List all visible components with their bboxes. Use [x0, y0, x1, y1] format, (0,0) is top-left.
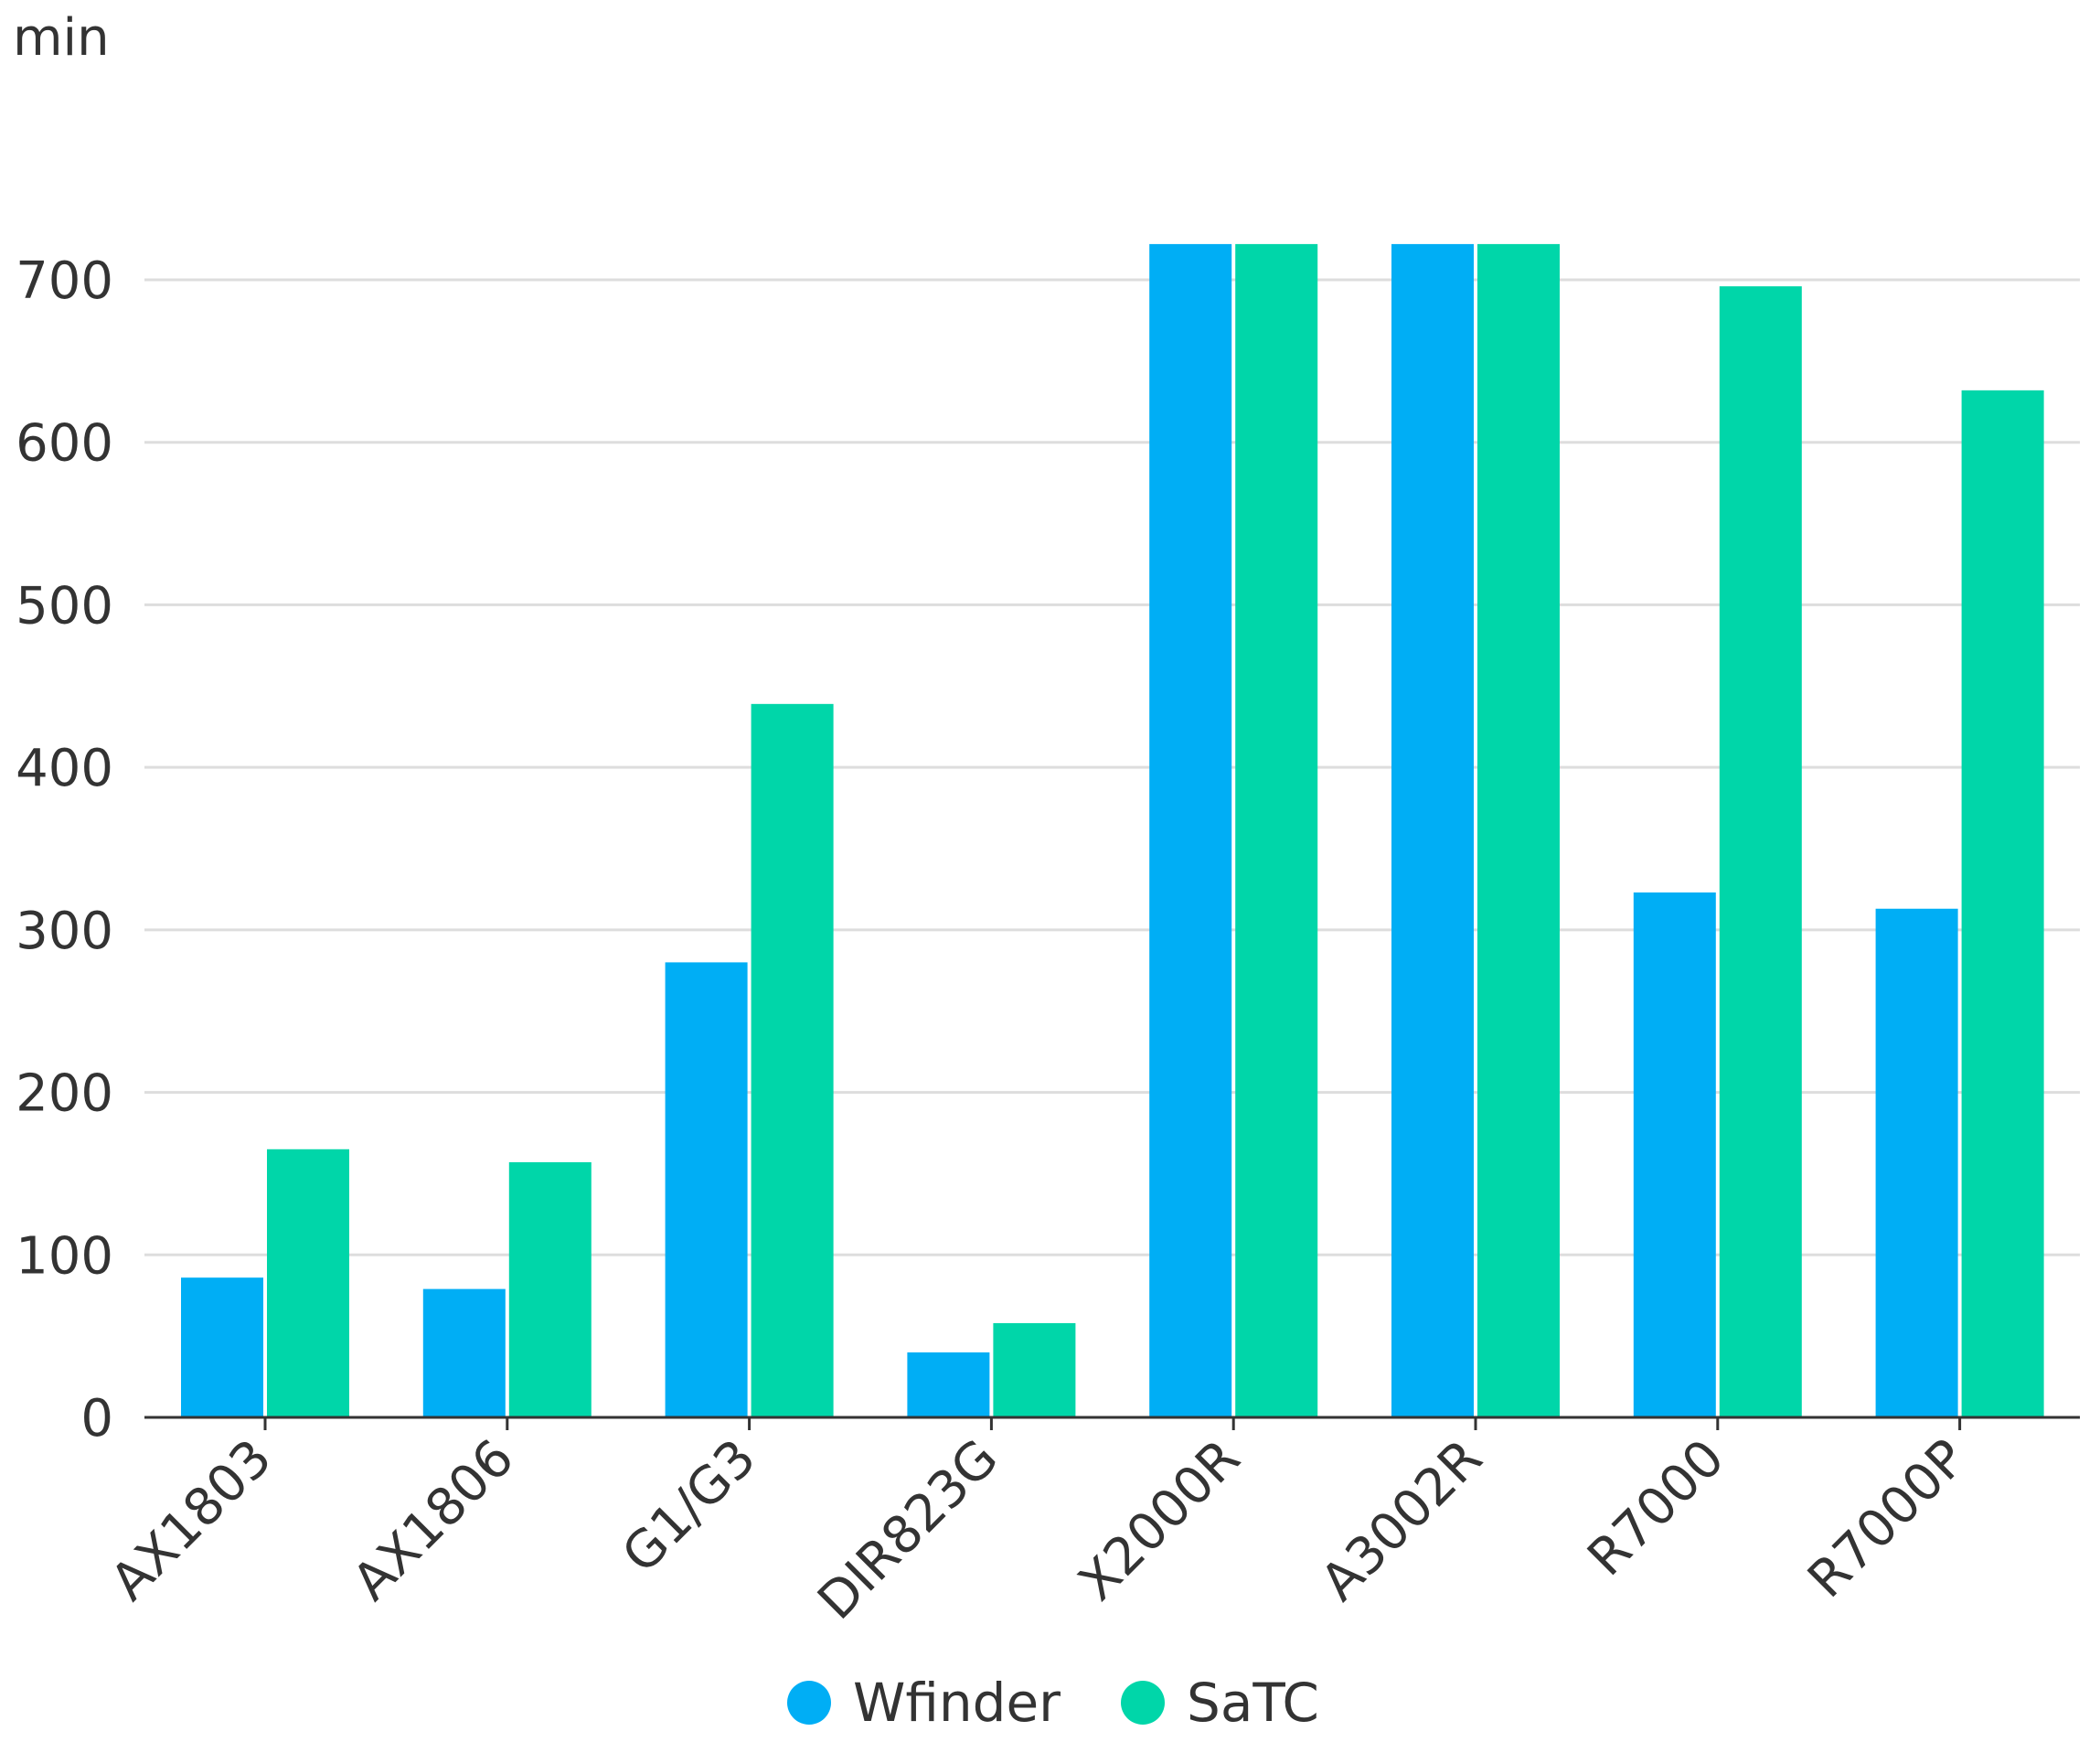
bar-wfinder-r7000: [1633, 892, 1716, 1417]
bar-satc-ax1803: [267, 1149, 349, 1417]
x-axis-tick-labels: AX1803 AX1806 G1/G3 DIR823G X2000R A3002R R700…: [100, 1428, 1978, 1631]
bar-satc-r7000p: [1961, 390, 2044, 1417]
x-tick-label: A3002R: [1310, 1428, 1494, 1612]
x-tick-label: R7000: [1576, 1428, 1735, 1587]
bar-wfinder-g1g3: [665, 962, 748, 1417]
gridlines: [144, 278, 2080, 1256]
y-axis-tick-labels: 0 100 200 300 400 500 600 700: [16, 251, 113, 1448]
bar-satc-g1g3: [751, 703, 834, 1417]
y-tick-label: 200: [16, 1064, 113, 1124]
x-tick-label: DIR823G: [806, 1428, 1009, 1631]
bar-wfinder-x2000r: [1149, 243, 1232, 1418]
bar-satc-r7000: [1719, 286, 1802, 1417]
bar-wfinder-dir823g: [907, 1352, 990, 1417]
legend-label-satc: SaTC: [1187, 1672, 1319, 1734]
y-tick-label: 700: [16, 251, 113, 311]
x-tick-label: G1/G3: [611, 1428, 767, 1585]
legend: Wfinder SaTC: [787, 1672, 1319, 1734]
y-tick-label: 400: [16, 739, 113, 798]
x-tick-label: X2000R: [1068, 1428, 1252, 1612]
bar-wfinder-ax1803: [181, 1277, 263, 1417]
bars: [181, 243, 2044, 1418]
bar-satc-a3002r: [1477, 243, 1560, 1418]
y-tick-label: 300: [16, 902, 113, 961]
bar-wfinder-r7000p: [1875, 908, 1958, 1417]
bar-wfinder-a3002r: [1391, 243, 1474, 1418]
bar-wfinder-ax1806: [422, 1288, 506, 1417]
legend-marker-satc: [1121, 1681, 1165, 1725]
bar-satc-ax1806: [508, 1161, 592, 1417]
bar-satc-dir823g: [993, 1322, 1076, 1417]
y-axis-unit-label: min: [13, 8, 110, 68]
bar-satc-x2000r: [1235, 243, 1318, 1418]
y-tick-label: 0: [80, 1389, 113, 1448]
x-axis-ticks: [263, 1417, 1962, 1430]
x-tick-label: AX1806: [342, 1428, 526, 1612]
y-tick-label: 500: [16, 576, 113, 636]
legend-label-wfinder: Wfinder: [853, 1672, 1061, 1734]
y-tick-label: 600: [16, 414, 113, 474]
legend-marker-wfinder: [787, 1681, 831, 1725]
y-tick-label: 100: [16, 1226, 113, 1286]
x-tick-label: AX1803: [100, 1428, 283, 1612]
x-tick-label: R7000P: [1796, 1428, 1977, 1609]
